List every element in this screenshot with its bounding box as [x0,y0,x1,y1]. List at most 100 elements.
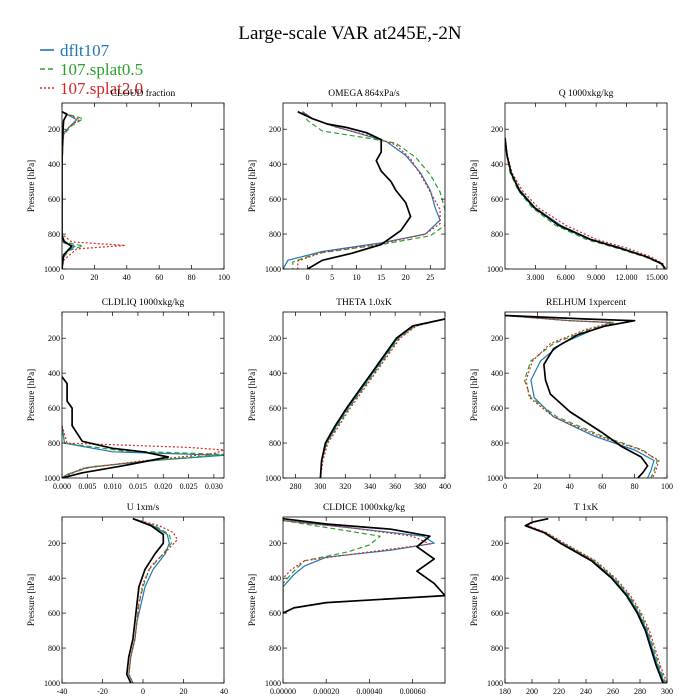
y-tick-label: 200 [269,539,281,548]
y-tick-label: 1000 [487,265,503,274]
series-line-4 [524,517,664,683]
panel-title: OMEGA 864xPa/s [328,89,400,99]
series-line-1 [505,137,666,269]
x-tick-label: 200 [526,687,538,696]
x-tick-label: 6.000 [557,273,575,282]
panel-title: T 1xK [574,503,599,513]
panel-6: RELHUM 1xpercent 0 20 40 60 80 100 200 400 600 800… [469,298,673,491]
y-tick-label: 800 [48,644,60,653]
series-line-2 [62,425,224,478]
x-tick-label: 300 [314,482,326,491]
y-tick-label: 600 [491,609,503,618]
y-tick-label: 1000 [487,474,503,483]
series-line-2 [292,111,445,269]
y-tick-label: 200 [48,539,60,548]
x-tick-label: 0 [306,273,310,282]
x-tick-label: 5 [330,273,334,282]
x-tick-label: 25 [426,273,434,282]
y-tick-label: 600 [491,404,503,413]
series-line-3 [319,318,445,478]
y-tick-label: 600 [269,609,281,618]
y-axis-label: Pressure [hPa] [247,160,257,212]
panel-4: CLDLIQ 1000xkg/kg 0.000 0.005 0.010 0.015 0.0… [26,298,225,491]
y-tick-label: 200 [491,539,503,548]
y-tick-label: 400 [48,160,60,169]
x-tick-label: 400 [439,482,451,491]
x-tick-label: 220 [553,687,565,696]
x-tick-label: 0.00000 [270,687,296,696]
x-tick-label: 240 [580,687,592,696]
series-line-3 [505,314,660,478]
x-tick-label: -40 [57,687,68,696]
y-axis-label: Pressure [hPa] [26,574,36,626]
y-axis-label: Pressure [hPa] [247,574,257,626]
series-line-4 [505,314,649,478]
series-line-1 [505,314,655,478]
x-tick-label: 60 [598,482,606,491]
x-tick-label: 15.000 [646,273,668,282]
series-line-3 [505,137,667,269]
series-line-2 [128,518,172,683]
plot-frame [282,311,446,479]
y-axis-label: Pressure [hPa] [469,369,479,421]
x-tick-label: 0.025 [180,482,198,491]
series-line-2 [505,137,665,269]
x-tick-label: 0.010 [104,482,122,491]
x-tick-label: 0.020 [154,482,172,491]
x-tick-label: 80 [631,482,639,491]
figure-title: Large-scale VAR at245E,-2N [238,23,461,44]
panel-3: Q 1000xkg/kg 3.000 6.000 9.000 12.000 15.000 2… [469,89,668,282]
y-tick-label: 200 [269,125,281,134]
y-tick-label: 800 [491,230,503,239]
plot-frame [61,516,225,684]
series-line-4 [62,110,73,269]
x-tick-label: 0 [503,482,507,491]
y-tick-label: 200 [491,125,503,134]
panel-title: CLDICE 1000xkg/kg [323,503,405,513]
panel-5: THETA 1.0xK 280 300 320 340 360 380 400 200 400 60… [247,298,451,491]
plot-frame [61,311,225,479]
y-tick-label: 600 [269,404,281,413]
panel-title: CLOUD fraction [111,88,176,99]
legend-label-2: 107.splat0.5 [60,60,143,79]
series-line-3 [62,111,126,269]
x-tick-label: 280 [634,687,646,696]
x-tick-label: 180 [499,687,511,696]
x-tick-label: 20 [90,273,98,282]
panel-title: THETA 1.0xK [336,298,392,308]
x-tick-label: 0.00020 [313,687,339,696]
x-tick-label: 320 [339,482,351,491]
y-tick-label: 400 [491,369,503,378]
y-tick-label: 400 [48,369,60,378]
y-tick-label: 600 [48,609,60,618]
plot-frame [61,102,225,270]
y-tick-label: 800 [491,644,503,653]
x-tick-label: 40 [220,687,228,696]
series-line-2 [62,111,84,269]
plot-frame [504,311,668,479]
y-tick-label: 1000 [265,474,281,483]
y-tick-label: 600 [491,195,503,204]
y-tick-label: 800 [269,230,281,239]
series-line-1 [283,519,435,614]
y-tick-label: 800 [48,439,60,448]
y-axis-label: Pressure [hPa] [26,160,36,212]
x-tick-label: 20 [180,687,188,696]
x-tick-label: 280 [289,482,301,491]
series-line-2 [505,314,658,478]
series-line-3 [62,425,224,478]
series-line-2 [319,318,445,478]
panel-title: RELHUM 1xpercent [546,298,626,308]
series-line-2 [283,519,381,614]
x-tick-label: 300 [661,687,673,696]
x-tick-label: 60 [155,273,163,282]
x-tick-label: 0.00060 [400,687,426,696]
y-tick-label: 200 [269,334,281,343]
plot-frame [504,516,668,684]
x-tick-label: 20 [402,273,410,282]
y-tick-label: 200 [48,334,60,343]
series-line-3 [297,111,441,269]
